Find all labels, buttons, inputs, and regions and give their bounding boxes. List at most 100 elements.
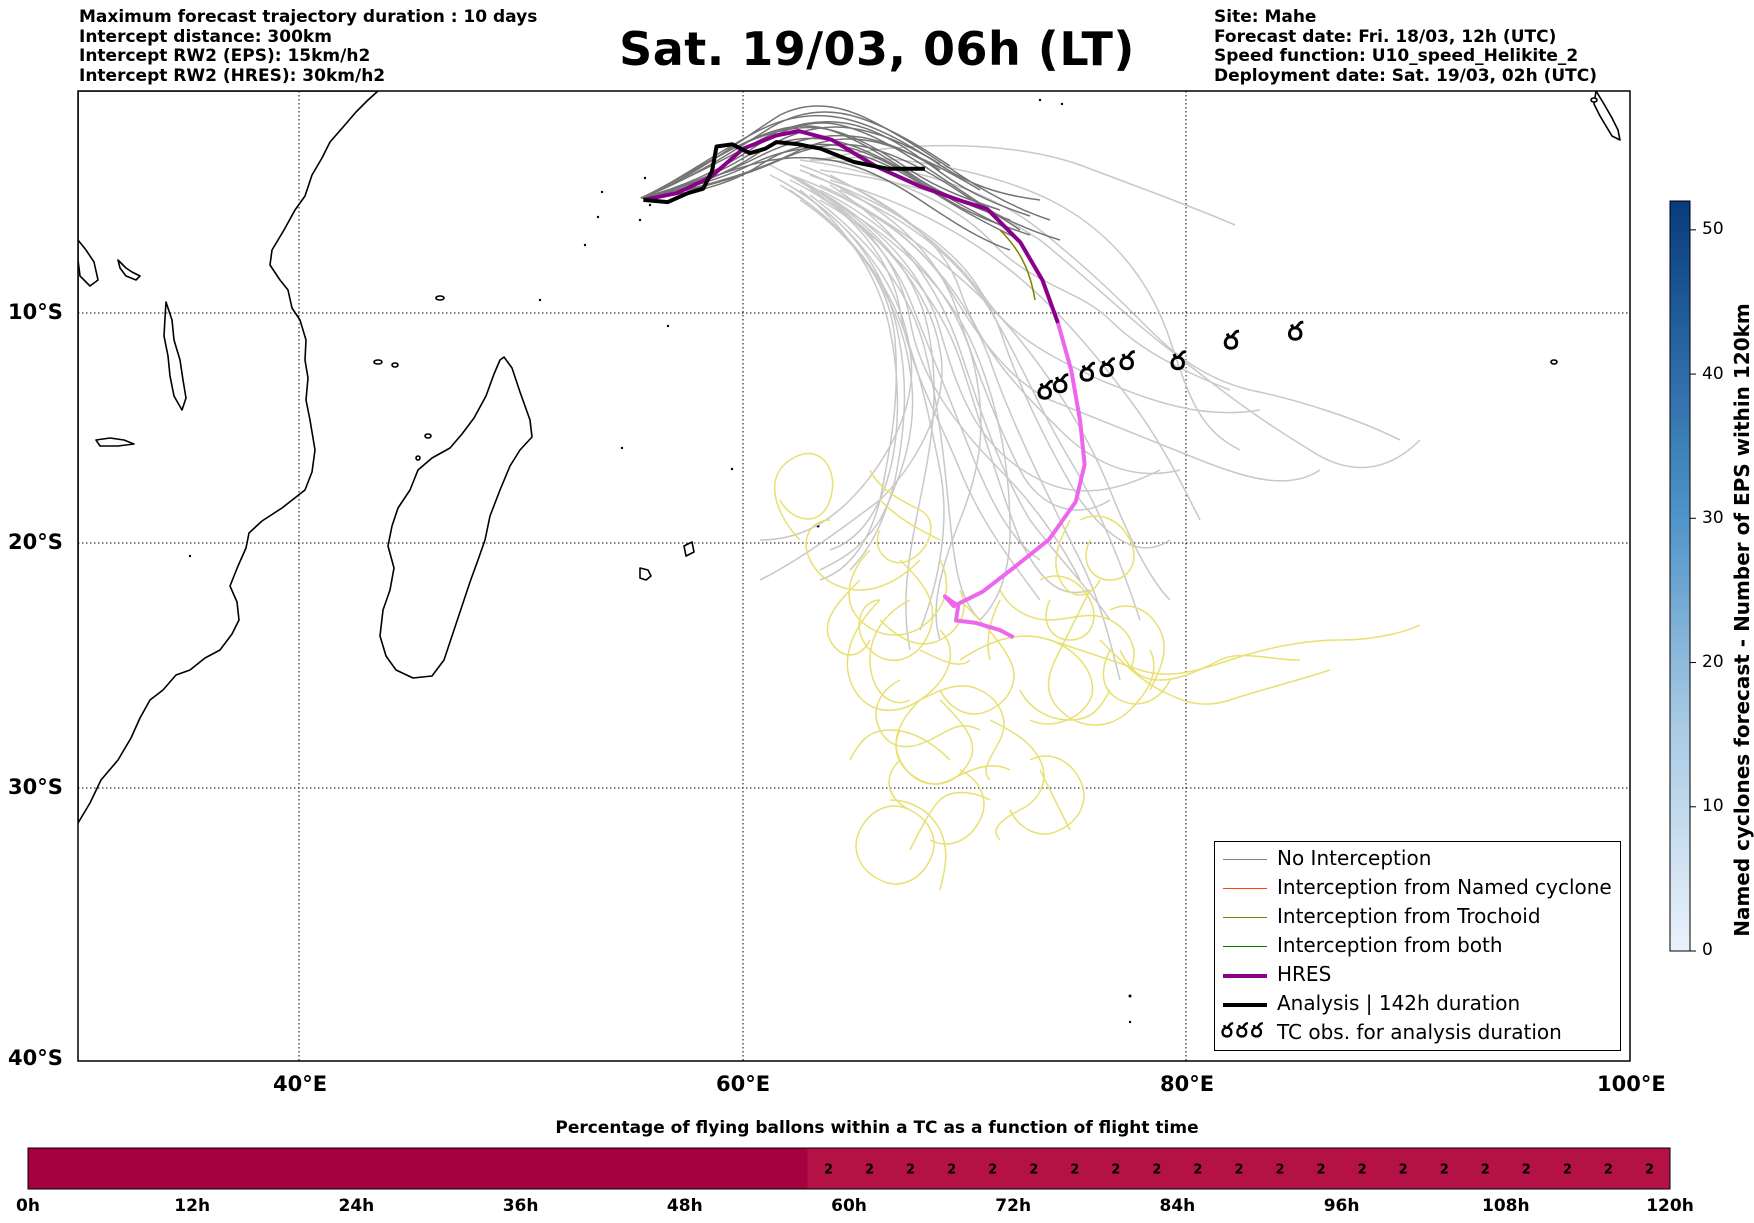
legend-label: Interception from both bbox=[1277, 933, 1503, 957]
tc-obs-icon: ర bbox=[1119, 347, 1135, 377]
flight-bar-value: 2 bbox=[1029, 1163, 1038, 1178]
header-right-line: Site: Mahe bbox=[1214, 7, 1317, 27]
flight-bar-tick-label: 12h bbox=[174, 1196, 211, 1216]
lon-label: 80°E bbox=[1160, 1072, 1215, 1096]
flight-bar-value: 2 bbox=[1399, 1163, 1408, 1178]
flight-bar-tick-label: 0h bbox=[16, 1196, 40, 1216]
graticule bbox=[78, 91, 1630, 1061]
legend-item-tc-obs: ర ర ర TC obs. for analysis duration bbox=[1215, 1018, 1620, 1049]
flight-bar-tick-label: 48h bbox=[666, 1196, 703, 1216]
header-right-line: Forecast date: Fri. 18/03, 12h (UTC) bbox=[1214, 26, 1557, 47]
lat-label: 10°S bbox=[8, 300, 63, 324]
analysis-track bbox=[643, 140, 925, 205]
flight-bar-value: 2 bbox=[1645, 1163, 1654, 1178]
flight-bar-tick-label: 120h bbox=[1646, 1196, 1694, 1216]
colorbar-label: Named cyclones forecast - Number of EPS … bbox=[1730, 303, 1754, 937]
flight-bar-tick-label: 96h bbox=[1323, 1196, 1360, 1216]
hres-track-late bbox=[942, 322, 1087, 640]
flight-bar-value: 2 bbox=[1193, 1163, 1202, 1178]
tc-obs-icon: ర bbox=[1170, 347, 1186, 377]
colorbar-tick: 0 bbox=[1702, 940, 1713, 960]
legend-label: Interception from Trochoid bbox=[1277, 904, 1541, 928]
map-frame bbox=[77, 90, 1631, 1062]
page-title: Sat. 19/03, 06h (LT) bbox=[619, 22, 1135, 76]
flight-bar-tick-label: 36h bbox=[502, 1196, 539, 1216]
colorbar-tick: 30 bbox=[1702, 508, 1724, 528]
lat-label: 20°S bbox=[8, 530, 63, 554]
tc-obs-icon: ర bbox=[1079, 358, 1095, 388]
flight-bar-segment bbox=[807, 1148, 1670, 1189]
flight-bar-title: Percentage of flying ballons within a TC… bbox=[555, 1118, 1199, 1138]
flight-bar-value: 2 bbox=[947, 1163, 956, 1178]
flight-bar-value: 2 bbox=[988, 1163, 997, 1178]
flight-bar-value: 2 bbox=[1152, 1163, 1161, 1178]
tc-obs-icon: ర bbox=[1099, 353, 1115, 383]
tc-obs-icon: ర bbox=[1288, 317, 1304, 347]
tc-obs-icon: ర bbox=[1052, 369, 1068, 399]
tc-symbol-icon: ర ర ర bbox=[1221, 1018, 1262, 1042]
header-left-line: Maximum forecast trajectory duration : 1… bbox=[79, 7, 538, 27]
flight-time-bar: 2 2 2 2 2 2 2 2 2 2 2 2 2 2 2 2 2 2 2 2 2 bbox=[27, 1147, 1671, 1190]
legend-item-both: Interception from both bbox=[1215, 933, 1620, 962]
legend-label: Interception from Named cyclone bbox=[1277, 875, 1612, 899]
legend-item-analysis: Analysis | 142h duration bbox=[1215, 991, 1620, 1020]
colorbar-tick: 50 bbox=[1702, 219, 1724, 239]
trochoid-intercept-track bbox=[999, 229, 1036, 301]
legend-label: HRES bbox=[1277, 962, 1332, 986]
header-right-line: Speed function: U10_speed_Helikite_2 bbox=[1214, 46, 1579, 66]
colorbar-tick: 10 bbox=[1702, 796, 1724, 816]
flight-bar-value: 2 bbox=[906, 1163, 915, 1178]
colorbar-tick: 20 bbox=[1702, 652, 1724, 672]
map-legend: No Interception Interception from Named … bbox=[1214, 841, 1621, 1051]
flight-bar-tick-label: 60h bbox=[831, 1196, 867, 1216]
tc-obs-icon: ర bbox=[1223, 326, 1239, 356]
flight-bar-tick-label: 84h bbox=[1159, 1196, 1196, 1216]
header-right: Site: Mahe Forecast date: Fri. 18/03, 12… bbox=[1214, 7, 1598, 86]
flight-bar-value: 2 bbox=[1604, 1163, 1613, 1178]
flight-bar-value: 2 bbox=[865, 1163, 874, 1178]
legend-item-trochoid: Interception from Trochoid bbox=[1215, 904, 1620, 933]
small-islands bbox=[188, 98, 1132, 1024]
hres-track-early bbox=[643, 129, 1060, 324]
lon-label: 40°E bbox=[273, 1072, 328, 1096]
coastline bbox=[78, 91, 1621, 824]
flight-bar-tick-label: 72h bbox=[995, 1196, 1032, 1216]
flight-bar-tick-label: 108h bbox=[1482, 1196, 1530, 1216]
lon-label: 100°E bbox=[1597, 1072, 1666, 1096]
flight-bar-value: 2 bbox=[1563, 1163, 1572, 1178]
tc-observations: ర ర ర ర ర రర ర bbox=[1037, 317, 1304, 406]
colorbar-tick: 40 bbox=[1702, 364, 1724, 384]
legend-label: Analysis | 142h duration bbox=[1277, 991, 1521, 1015]
flight-bar-value: 2 bbox=[1276, 1163, 1285, 1178]
colorbar-ticks bbox=[1690, 229, 1696, 952]
flight-bar-value: 2 bbox=[1522, 1163, 1531, 1178]
flight-bar-value: 2 bbox=[1111, 1163, 1120, 1178]
flight-bar-value: 2 bbox=[1440, 1163, 1449, 1178]
flight-bar-value: 2 bbox=[1234, 1163, 1243, 1178]
tc-obs-icon: ర bbox=[1037, 376, 1053, 406]
header-left-line: Intercept distance: 300km bbox=[79, 26, 332, 47]
lat-label: 40°S bbox=[8, 1046, 63, 1070]
colorbar-gradient bbox=[1669, 200, 1691, 952]
lon-label: 60°E bbox=[716, 1072, 771, 1096]
flight-bar-segment bbox=[28, 1148, 808, 1189]
legend-label: TC obs. for analysis duration bbox=[1277, 1020, 1562, 1044]
header-left-line: Intercept RW2 (EPS): 15km/h2 bbox=[79, 46, 371, 66]
lat-label: 30°S bbox=[8, 775, 63, 799]
legend-item-no-interception: No Interception bbox=[1215, 846, 1620, 875]
header-left: Maximum forecast trajectory duration : 1… bbox=[79, 7, 538, 86]
flight-bar-value: 2 bbox=[1317, 1163, 1326, 1178]
header-left-line: Intercept RW2 (HRES): 30km/h2 bbox=[79, 65, 386, 86]
tc-trochoid-tracks bbox=[773, 452, 1421, 891]
legend-item-named-cyclone: Interception from Named cyclone bbox=[1215, 875, 1620, 904]
flight-bar-frame bbox=[27, 1147, 1671, 1190]
legend-label: No Interception bbox=[1277, 846, 1432, 870]
flight-bar-value: 2 bbox=[1070, 1163, 1079, 1178]
header-right-line: Deployment date: Sat. 19/03, 02h (UTC) bbox=[1214, 65, 1598, 86]
legend-item-hres: HRES bbox=[1215, 962, 1620, 991]
flight-bar-value: 2 bbox=[824, 1163, 833, 1178]
flight-bar-value: 2 bbox=[1358, 1163, 1367, 1178]
flight-bar-tick-label: 24h bbox=[338, 1196, 375, 1216]
flight-bar-value: 2 bbox=[1481, 1163, 1490, 1178]
